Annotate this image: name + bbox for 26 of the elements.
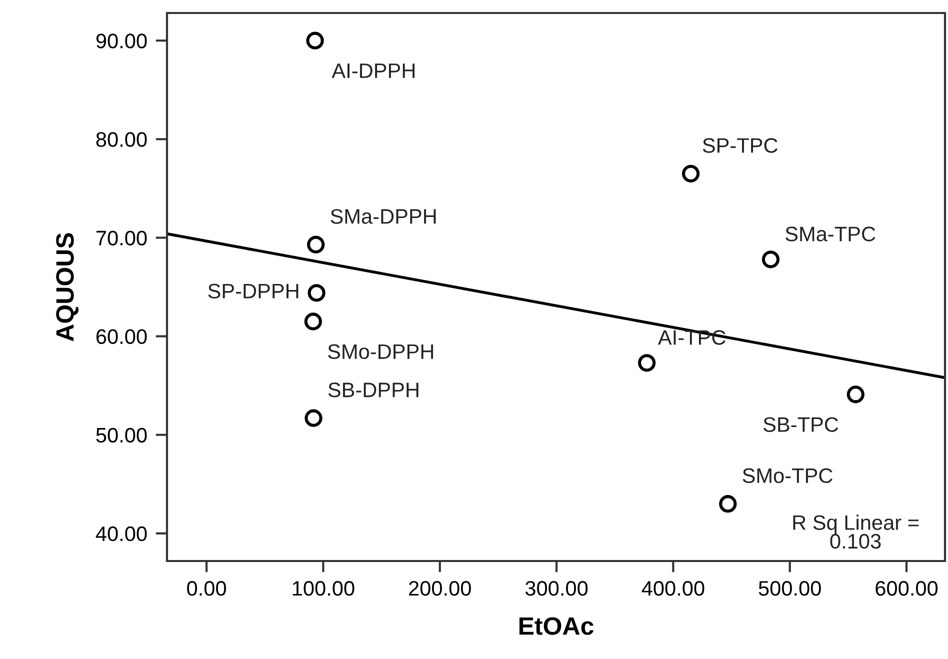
y-tick-label: 70.00	[96, 230, 147, 246]
x-tick-label: 100.00	[292, 580, 354, 596]
x-axis-title: EtOAc	[519, 617, 594, 635]
annotation: AI-TPC	[658, 330, 726, 345]
y-tick-label: 90.00	[96, 34, 147, 48]
x-tick-label: 600.00	[876, 580, 938, 596]
annotation: AI-DPPH	[332, 64, 415, 78]
y-tick-label: 50.00	[96, 428, 147, 443]
annotation: SMo-TPC	[742, 468, 832, 484]
annotation: SMo-DPPH	[328, 344, 434, 360]
x-tick-label: 500.00	[758, 580, 821, 596]
x-tick-label: 200.00	[409, 580, 471, 596]
y-axis-title: AQUOUS	[56, 233, 78, 342]
x-tick-label: 0.00	[187, 580, 226, 596]
x-tick-label: 300.00	[525, 580, 588, 596]
annotation: SB-DPPH	[328, 382, 418, 398]
x-tick-label: 400.00	[642, 580, 704, 596]
annotation: SMa-DPPH	[330, 209, 436, 224]
y-tick-label: 40.00	[96, 526, 147, 542]
annotation: SP-TPC	[702, 138, 778, 153]
y-tick-label: 80.00	[96, 132, 147, 147]
annotation: SB-TPC	[764, 417, 838, 432]
y-tick-label: 60.00	[96, 329, 147, 344]
annotation: SP-DPPH	[208, 284, 298, 299]
annotation: SMa-TPC	[786, 226, 876, 242]
annotation: R Sq Linear = 0.103	[793, 514, 918, 549]
